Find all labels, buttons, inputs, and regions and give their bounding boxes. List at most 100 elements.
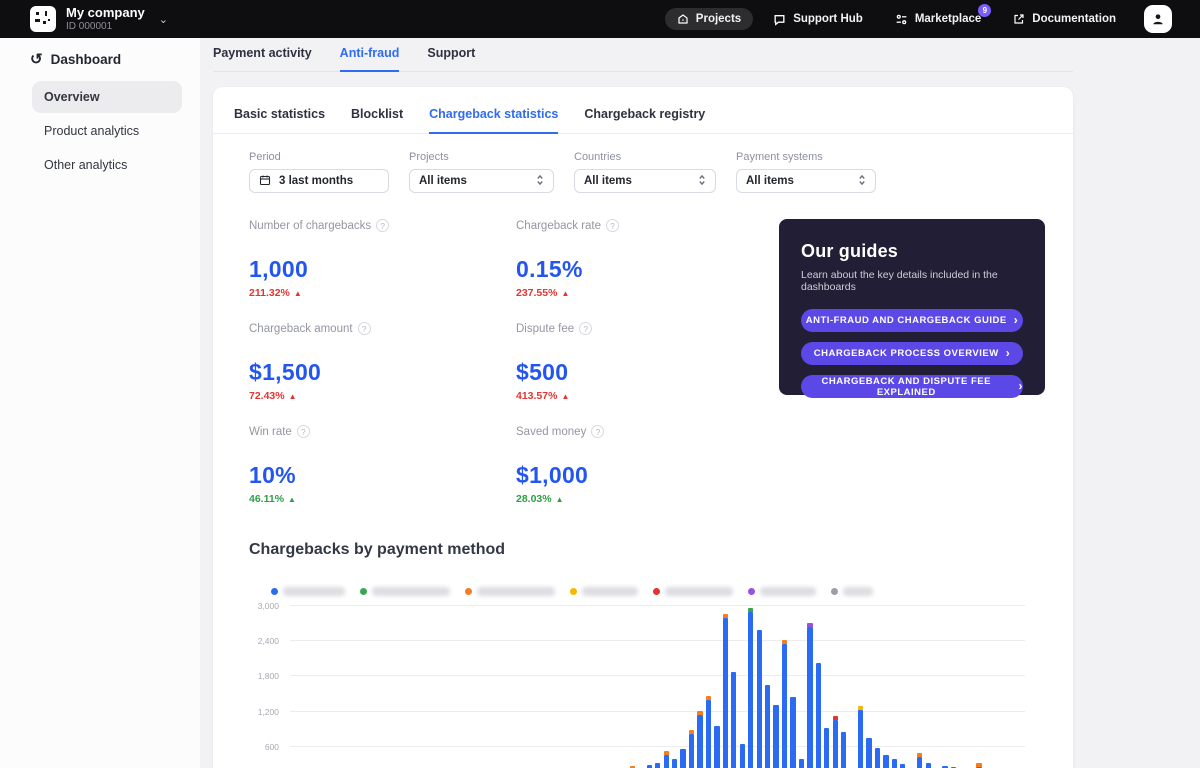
subtab-blocklist[interactable]: Blocklist bbox=[351, 107, 404, 121]
y-tick-label: 2,400 bbox=[257, 636, 279, 647]
bar-column: 27.11.2024 bbox=[697, 606, 703, 768]
subtab-chargeback-registry[interactable]: Chargeback registry bbox=[584, 107, 706, 121]
bar-column: 23.10.2024 bbox=[401, 606, 406, 768]
legend-label-blurred bbox=[665, 587, 733, 596]
bar-column: 10.11.2024 bbox=[554, 606, 559, 768]
bar bbox=[883, 755, 889, 768]
subtab-chargeback-statistics[interactable]: Chargeback statistics bbox=[429, 107, 559, 134]
bar-column: 03.01.2025 bbox=[1010, 606, 1016, 768]
tab-support[interactable]: Support bbox=[427, 46, 476, 60]
y-tick-label: 1,800 bbox=[257, 671, 279, 682]
help-icon[interactable]: ? bbox=[591, 425, 605, 438]
bar-column: 12.11.2024 bbox=[571, 606, 576, 768]
company-logo[interactable] bbox=[30, 6, 56, 32]
bar-column: 04.12.2024 bbox=[756, 606, 762, 768]
bar bbox=[739, 744, 745, 768]
legend-label-blurred bbox=[760, 587, 816, 596]
bar bbox=[646, 765, 652, 768]
bar bbox=[815, 662, 821, 768]
bar-cap bbox=[748, 607, 754, 612]
bar bbox=[680, 748, 686, 768]
bar-column: 12.12.2024 bbox=[824, 606, 830, 768]
nav-support-hub-button[interactable]: Support Hub bbox=[761, 8, 875, 31]
bar-column: 24.10.2024 bbox=[410, 606, 415, 768]
legend-item-1[interactable] bbox=[360, 587, 450, 596]
stat-saved-money: Saved money? $1,000 28.03% ▲ bbox=[516, 425, 743, 505]
tab-payment-activity[interactable]: Payment activity bbox=[213, 46, 312, 60]
bar-column: 06.11.2024 bbox=[520, 606, 525, 768]
trend-up-icon: ▲ bbox=[293, 288, 302, 298]
period-filter-input[interactable]: 3 last months bbox=[249, 169, 389, 193]
bar-column: 26.11.2024 bbox=[688, 606, 695, 768]
bar-column: 20.11.2024 bbox=[638, 606, 644, 768]
guide-button-label: CHARGEBACK AND DISPUTE FEE EXPLAINED bbox=[821, 375, 991, 398]
sidebar-item-other-analytics[interactable]: Other analytics bbox=[44, 158, 128, 172]
nav-projects-button[interactable]: Projects bbox=[664, 8, 754, 30]
bar bbox=[731, 672, 737, 768]
select-chevrons-icon bbox=[858, 174, 866, 189]
nav-marketplace-button[interactable]: Marketplace 9 bbox=[883, 3, 993, 31]
help-icon[interactable]: ? bbox=[357, 322, 371, 335]
y-tick-label: 1,200 bbox=[257, 706, 279, 717]
bar-cap bbox=[832, 715, 838, 720]
bar bbox=[663, 754, 669, 768]
legend-dot-icon bbox=[831, 588, 838, 595]
bar-column: 27.12.2024 bbox=[950, 606, 957, 768]
guide-button-dispute-fee[interactable]: CHARGEBACK AND DISPUTE FEE EXPLAINED › bbox=[801, 375, 1023, 398]
stat-delta: 28.03% bbox=[516, 493, 552, 505]
nav-documentation-button[interactable]: Documentation bbox=[1001, 8, 1128, 30]
projects-filter-select[interactable]: All items bbox=[409, 169, 554, 193]
legend-item-3[interactable] bbox=[570, 587, 638, 596]
user-avatar-button[interactable] bbox=[1144, 5, 1172, 33]
bar-column: 13.10.2024 bbox=[317, 606, 322, 768]
bar-column: 28.12.2024 bbox=[959, 606, 964, 768]
bar-column: 19.10.2024 bbox=[368, 606, 373, 768]
legend-item-4[interactable] bbox=[653, 587, 733, 596]
legend-item-6[interactable] bbox=[831, 587, 873, 596]
stat-value: 1,000 bbox=[249, 256, 309, 282]
payment-systems-filter-select[interactable]: All items bbox=[736, 169, 876, 193]
bar-column: 22.12.2024 bbox=[909, 606, 914, 768]
bar bbox=[891, 758, 898, 768]
bar bbox=[781, 644, 788, 768]
bar-column: 30.10.2024 bbox=[461, 606, 466, 768]
sidebar-item-product-analytics[interactable]: Product analytics bbox=[44, 124, 140, 138]
help-icon[interactable]: ? bbox=[296, 425, 310, 438]
sidebar: ↺ Dashboard Overview Product analytics O… bbox=[0, 38, 200, 768]
bar-column: 07.11.2024 bbox=[528, 606, 533, 768]
period-filter-value: 3 last months bbox=[279, 175, 354, 187]
guides-subtitle: Learn about the key details included in … bbox=[801, 269, 998, 293]
bar-cap bbox=[722, 614, 728, 619]
bar-column: 03.12.2024 bbox=[748, 606, 754, 768]
bar bbox=[705, 700, 712, 768]
bar-column: 16.12.2024 bbox=[857, 606, 864, 768]
countries-filter-select[interactable]: All items bbox=[574, 169, 716, 193]
guide-button-anti-fraud[interactable]: ANTI-FRAUD AND CHARGEBACK GUIDE › bbox=[801, 309, 1023, 332]
stat-label: Saved money bbox=[516, 425, 587, 438]
legend-item-0[interactable] bbox=[271, 587, 345, 596]
subtab-basic-statistics[interactable]: Basic statistics bbox=[234, 107, 326, 121]
bar bbox=[748, 611, 754, 768]
guide-button-process-overview[interactable]: CHARGEBACK PROCESS OVERVIEW › bbox=[801, 342, 1023, 365]
sidebar-dashboard-header[interactable]: ↺ Dashboard bbox=[30, 52, 200, 67]
help-icon[interactable]: ? bbox=[376, 219, 390, 232]
stat-label: Number of chargebacks bbox=[249, 219, 372, 232]
top-nav: Projects Support Hub Marketplace 9 Docum… bbox=[664, 3, 1172, 33]
nav-projects-label: Projects bbox=[695, 13, 742, 25]
bar-column: 01.01.2025 bbox=[993, 606, 998, 768]
stat-label: Dispute fee bbox=[516, 322, 575, 335]
help-icon[interactable]: ? bbox=[579, 322, 593, 335]
legend-item-2[interactable] bbox=[465, 587, 555, 596]
bar bbox=[841, 732, 847, 768]
bar bbox=[798, 759, 805, 768]
sidebar-item-overview[interactable]: Overview bbox=[32, 81, 182, 113]
bar-cap bbox=[857, 705, 864, 710]
nav-marketplace-label: Marketplace bbox=[914, 13, 982, 25]
help-icon[interactable]: ? bbox=[606, 219, 620, 232]
tab-anti-fraud[interactable]: Anti-fraud bbox=[339, 46, 400, 72]
bar-column: 25.12.2024 bbox=[934, 606, 939, 768]
legend-item-5[interactable] bbox=[748, 587, 816, 596]
company-switcher-chevron-icon[interactable]: ⌄ bbox=[158, 13, 168, 26]
bar-column: 22.11.2024 bbox=[655, 606, 661, 768]
